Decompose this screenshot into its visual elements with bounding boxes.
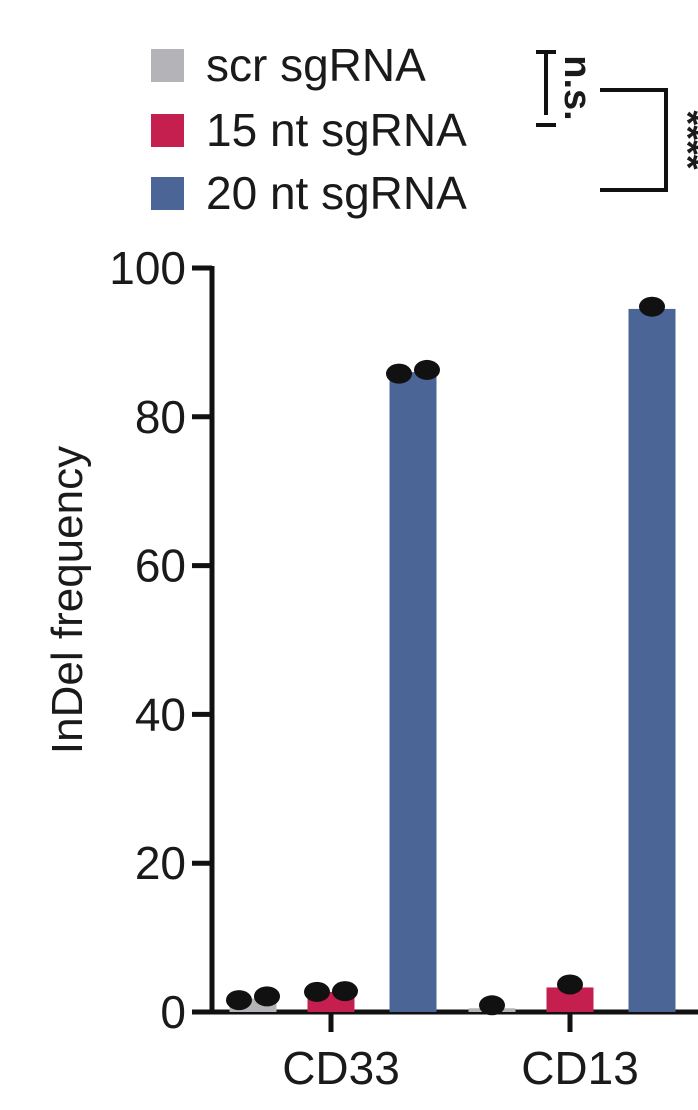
data-point (226, 990, 252, 1011)
legend-label: 15 nt sgRNA (206, 104, 467, 156)
bracket-stars (600, 88, 668, 192)
y-tick-label: 20 (135, 837, 186, 889)
data-point (386, 363, 412, 384)
data-points (226, 296, 665, 1016)
bars (229, 308, 676, 1012)
x-category-label: CD13 (521, 1042, 639, 1094)
bar (628, 308, 676, 1012)
data-point (557, 974, 583, 995)
legend-swatch (151, 114, 184, 147)
data-point (639, 296, 665, 317)
legend-label: 20 nt sgRNA (206, 167, 467, 219)
data-point (414, 359, 440, 380)
legend: scr sgRNA 15 nt sgRNA 20 nt sgRNA (151, 39, 467, 219)
axes: 0 20 40 60 80 100 CD33 CD13 (109, 242, 698, 1094)
data-point (254, 986, 280, 1007)
significance-brackets: n.s. **** (536, 50, 698, 192)
y-tick-label: 80 (135, 391, 186, 443)
data-point (304, 981, 330, 1002)
significance-label-ns: n.s. (556, 55, 598, 120)
y-axis-label: InDel frequency (43, 446, 92, 754)
data-point (332, 981, 358, 1002)
y-tick-label: 60 (135, 540, 186, 592)
y-tick-label: 40 (135, 688, 186, 740)
y-tick-label: 100 (109, 242, 186, 294)
legend-swatch (151, 177, 184, 210)
y-tick-label: 0 (160, 986, 186, 1038)
legend-swatch (151, 49, 184, 82)
x-category-label: CD33 (282, 1042, 400, 1094)
significance-label-stars: **** (666, 110, 698, 169)
bar (389, 372, 437, 1012)
legend-label: scr sgRNA (206, 39, 426, 91)
data-point (479, 995, 505, 1016)
